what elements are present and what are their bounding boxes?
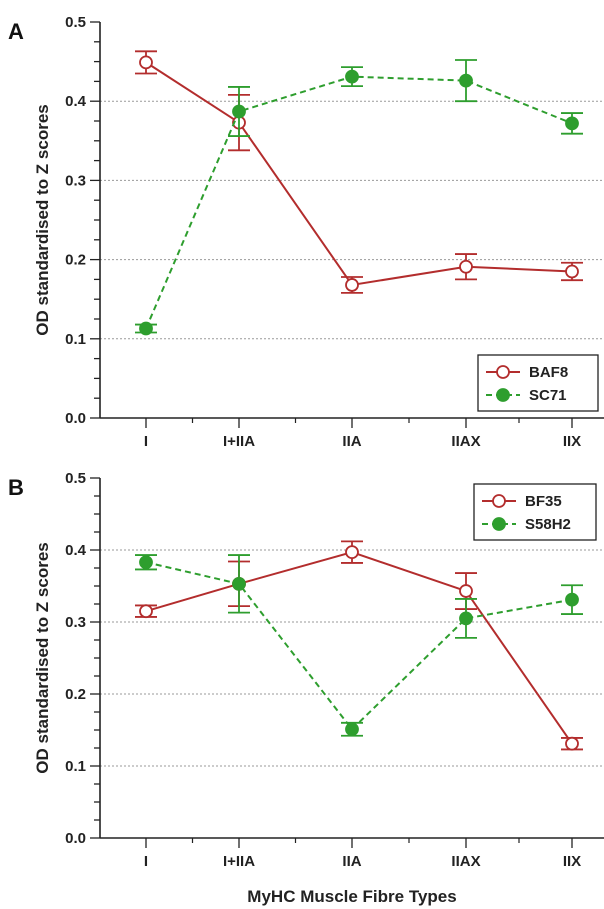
series-s58h2 [135,554,583,737]
series-bf35 [135,540,583,751]
y-tick-label: 0.0 [65,410,86,427]
legend-box [477,354,599,412]
x-tick-label: IIA [342,433,361,450]
x-tick-label: IIAX [451,433,480,450]
data-point [565,736,579,751]
data-point [565,264,579,279]
legend-label: BAF8 [529,364,568,381]
data-point [459,584,473,598]
legend-label: S58H2 [525,516,571,533]
y-tick-label: 0.5 [65,470,86,487]
legend-marker [492,517,506,531]
x-tick-label: IIAX [451,853,480,870]
data-point [459,73,473,88]
y-axis-title: OD standardised to Z scores [33,542,52,773]
x-tick-label: I [144,853,148,870]
x-axis-title: MyHC Muscle Fibre Types [247,887,456,906]
legend-label: BF35 [525,493,562,510]
series-sc71 [135,59,583,336]
y-tick-label: 0.3 [65,172,86,189]
data-point [345,545,359,560]
x-tick-label: IIX [563,853,581,870]
legend-marker [492,494,506,508]
x-tick-label: IIA [342,853,361,870]
series-line [145,75,573,329]
panel-letter: A [8,19,24,44]
y-tick-label: 0.1 [65,331,86,348]
y-tick-label: 0.4 [65,542,87,559]
y-tick-label: 0.2 [65,252,86,269]
x-tick-label: IIX [563,433,581,450]
data-point [565,116,579,131]
data-point [345,69,359,84]
x-tick-label: I+IIA [223,433,255,450]
chart-panel-b: B 0.0 0.1 0.2 0.3 0.4 0.5 I I+IIA IIA IIAX IIX OD st… [8,470,604,906]
y-tick-label: 0.3 [65,614,86,631]
y-tick-label: 0.4 [65,93,87,110]
series-line [145,551,573,745]
x-tick-label: I [144,433,148,450]
legend-marker [496,388,510,402]
data-point [459,259,473,274]
y-tick-label: 0.2 [65,686,86,703]
series-baf8 [135,50,583,294]
y-axis-title: OD standardised to Z scores [33,104,52,335]
legend-box [473,483,597,541]
y-tick-label: 0.0 [65,830,86,847]
legend: BAF8 SC71 [477,354,599,412]
data-point [459,611,473,626]
series-line [145,61,573,287]
legend-label: SC71 [529,387,567,404]
data-point [232,104,246,119]
legend: BF35 S58H2 [473,483,597,541]
data-point [139,55,153,70]
data-point [232,576,246,591]
data-point [565,592,579,607]
series-line [145,561,573,731]
legend-marker [496,365,510,379]
y-tick-label: 0.5 [65,14,86,31]
data-point [139,604,153,619]
x-tick-label: I+IIA [223,853,255,870]
data-point [139,321,153,336]
y-tick-label: 0.1 [65,758,86,775]
data-point [139,555,153,570]
data-point [345,278,359,292]
panel-letter: B [8,475,24,500]
chart-panel-a: A 0.0 0.1 0.2 0.3 0.4 0.5 I I+IIA IIA IIAX IIX OD st… [8,14,604,450]
data-point [345,722,359,737]
